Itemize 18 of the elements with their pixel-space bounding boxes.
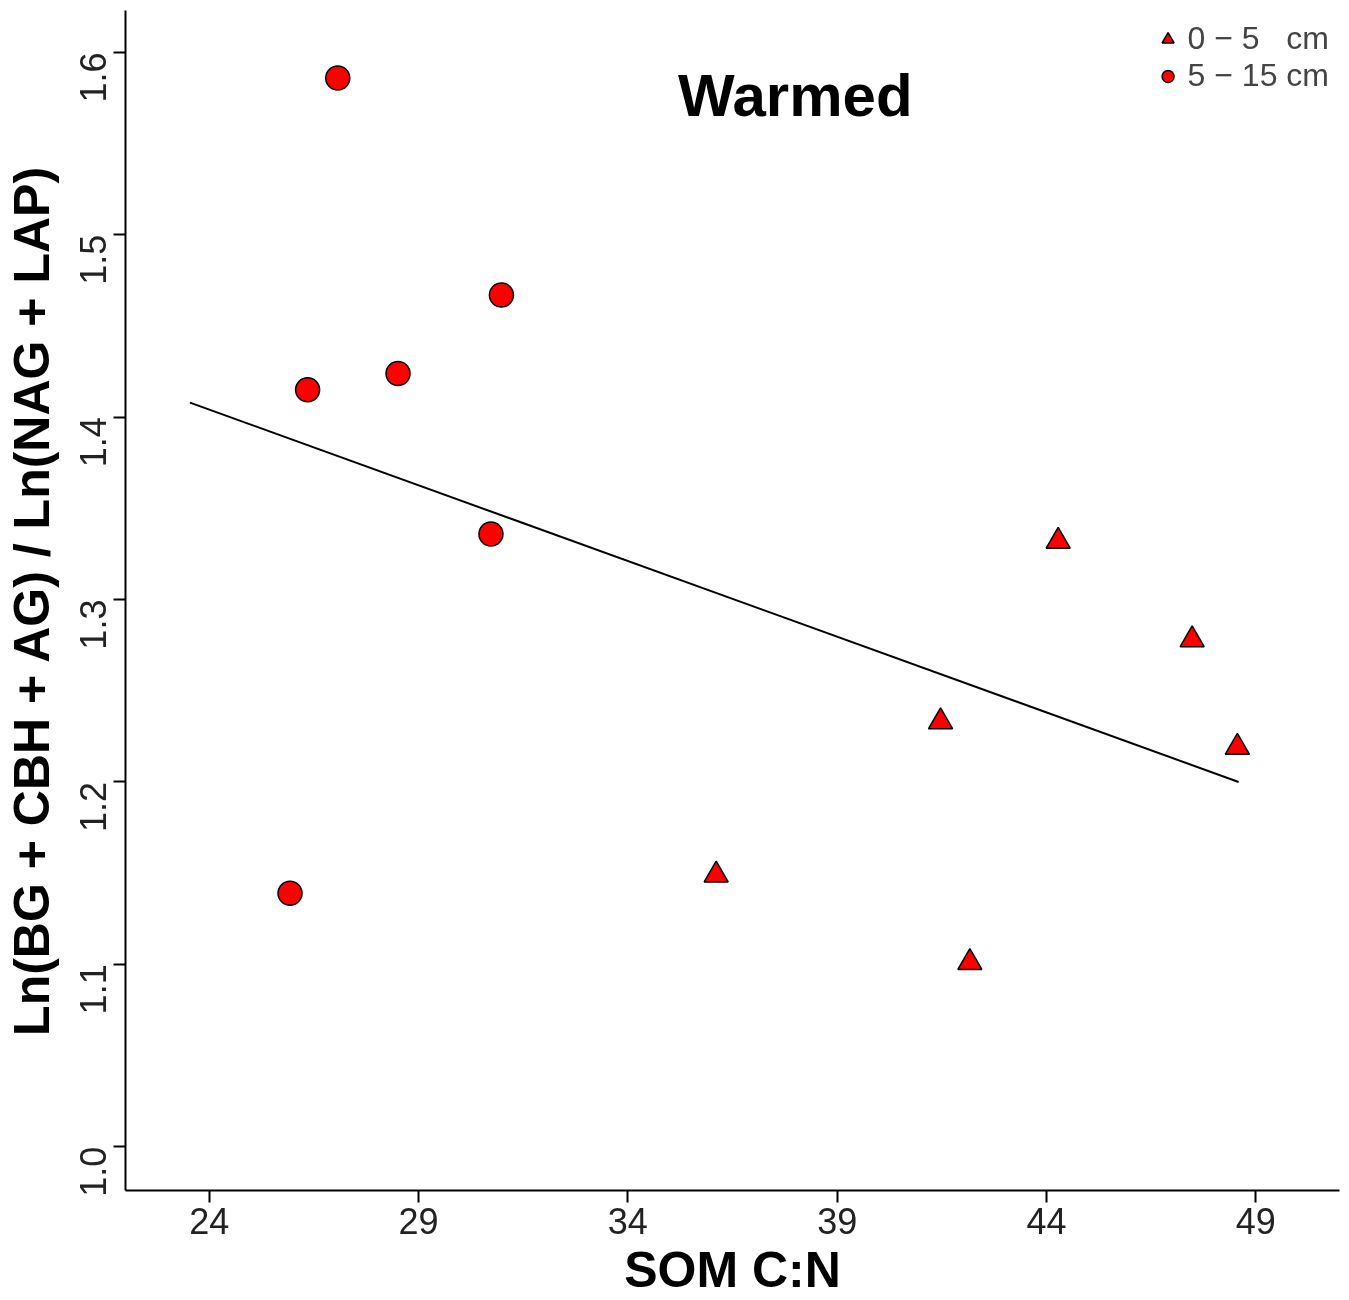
- y-axis-title: Ln(BG + CBH + AG) / Ln(NAG + LAP): [3, 166, 60, 1036]
- y-tick-label: 1.4: [73, 417, 115, 468]
- y-tick-label: 1.1: [73, 964, 115, 1015]
- x-tick-label: 24: [189, 1200, 230, 1242]
- y-tick-label: 1.6: [73, 52, 115, 103]
- x-tick-label: 44: [1026, 1200, 1067, 1242]
- legend-label: 0 − 5 cm: [1187, 20, 1329, 57]
- x-tick-label: 49: [1235, 1200, 1276, 1242]
- x-tick-label: 34: [607, 1200, 648, 1242]
- x-axis-title: SOM C:N: [624, 1241, 841, 1298]
- text: Warmed: [678, 62, 913, 130]
- x-tick-label: 29: [398, 1200, 439, 1242]
- legend-label: 5 − 15 cm: [1187, 57, 1329, 94]
- y-tick-label: 1.2: [73, 781, 115, 833]
- x-tick-label: 39: [817, 1200, 858, 1242]
- y-tick-label: 1.5: [73, 234, 115, 285]
- y-tick-label: 1.0: [73, 1146, 115, 1197]
- y-tick-label: 1.3: [73, 599, 115, 650]
